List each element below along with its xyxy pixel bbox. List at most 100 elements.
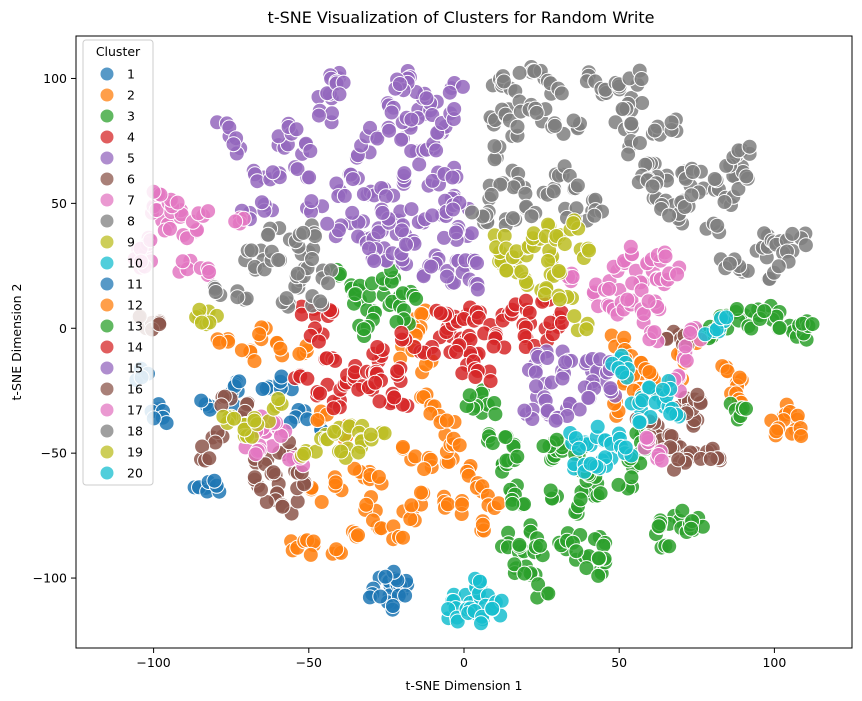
data-point [634, 95, 651, 111]
data-point [336, 187, 353, 204]
data-point [650, 518, 667, 535]
data-point [355, 321, 372, 338]
data-point [689, 386, 706, 403]
data-point [301, 169, 318, 186]
data-point [439, 496, 456, 513]
data-point [291, 345, 308, 362]
data-point [657, 248, 674, 265]
data-point [536, 286, 553, 303]
data-point [644, 178, 661, 195]
data-point [362, 426, 379, 443]
data-point [246, 412, 263, 429]
legend-title: Cluster [96, 44, 141, 59]
data-point [614, 364, 631, 381]
data-point [581, 242, 597, 259]
data-point [702, 451, 719, 468]
data-point [709, 217, 726, 234]
data-point [756, 303, 773, 320]
data-point [162, 220, 178, 237]
data-point [346, 460, 363, 477]
data-point [272, 340, 289, 357]
data-point [418, 90, 435, 107]
data-point [662, 405, 679, 422]
data-point [554, 370, 571, 387]
x-axis: −100 −50 0 50 100 [136, 648, 786, 670]
legend-label: 20 [127, 466, 143, 481]
data-point [191, 301, 208, 318]
legend-label: 2 [127, 88, 135, 103]
data-point [718, 309, 735, 326]
data-point [447, 224, 464, 241]
legend-marker [99, 402, 115, 418]
data-point [325, 400, 342, 417]
data-point [328, 541, 345, 558]
legend-marker [99, 255, 115, 271]
data-point [463, 225, 480, 242]
chart-title: t-SNE Visualization of Clusters for Rand… [268, 8, 655, 27]
data-point [539, 350, 556, 366]
data-point [174, 253, 191, 270]
legend-marker [99, 66, 115, 82]
data-point [211, 334, 228, 351]
data-point [492, 176, 509, 193]
data-point [381, 122, 398, 139]
legend-marker [99, 423, 115, 439]
data-point [633, 71, 650, 87]
data-point [674, 502, 691, 519]
data-point [243, 242, 260, 259]
data-point [374, 204, 391, 221]
legend-label: 15 [127, 361, 143, 376]
data-point [227, 213, 244, 230]
data-point [516, 402, 533, 419]
data-point [516, 565, 533, 582]
y-tick-label: 50 [51, 196, 67, 211]
data-point [253, 481, 269, 498]
data-point [386, 389, 403, 406]
data-point [571, 401, 588, 418]
data-point [423, 258, 440, 275]
data-point [389, 363, 406, 380]
data-point [517, 339, 534, 355]
data-point [511, 536, 528, 553]
data-point [372, 588, 389, 605]
series-4 [287, 291, 570, 417]
data-point [482, 373, 499, 390]
legend-marker [99, 171, 115, 187]
data-point [320, 275, 337, 292]
data-point [370, 224, 387, 241]
data-point [565, 112, 582, 129]
legend-label: 7 [127, 193, 135, 208]
data-point [454, 496, 470, 513]
legend-marker [99, 444, 115, 460]
data-point [254, 381, 271, 397]
data-point [312, 385, 328, 402]
data-point [350, 527, 366, 544]
data-point [486, 138, 503, 155]
data-point [721, 255, 738, 272]
data-point [448, 344, 465, 360]
data-point [669, 266, 686, 283]
data-point [545, 183, 562, 200]
data-point [274, 498, 291, 515]
legend-marker [99, 318, 115, 334]
data-point [770, 258, 787, 275]
data-point [264, 164, 281, 181]
data-point [646, 122, 663, 139]
data-point [646, 324, 663, 341]
data-point [683, 187, 700, 204]
data-point [582, 455, 599, 472]
data-point [270, 252, 287, 268]
legend-marker [99, 192, 115, 208]
data-point [619, 291, 636, 308]
legend-label: 10 [127, 256, 143, 271]
series-10 [440, 309, 735, 632]
data-point [299, 370, 316, 387]
data-point [313, 494, 330, 510]
data-point [309, 412, 326, 429]
data-point [768, 423, 785, 440]
data-point [424, 172, 441, 189]
data-point [403, 111, 420, 128]
data-point [371, 393, 388, 410]
data-point [504, 210, 521, 227]
